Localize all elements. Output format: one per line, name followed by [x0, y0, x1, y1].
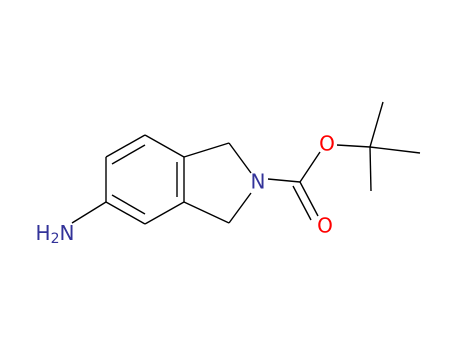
ester-oxygen: O — [319, 132, 335, 156]
amine-count: 2 — [51, 231, 60, 247]
bonds — [71, 101, 421, 225]
carbonyl-oxygen: O — [317, 214, 333, 238]
amine-n: N — [60, 221, 75, 245]
amine-label: H2N — [36, 221, 75, 248]
ring-nitrogen: N — [251, 170, 266, 194]
amine-h: H — [36, 221, 51, 245]
